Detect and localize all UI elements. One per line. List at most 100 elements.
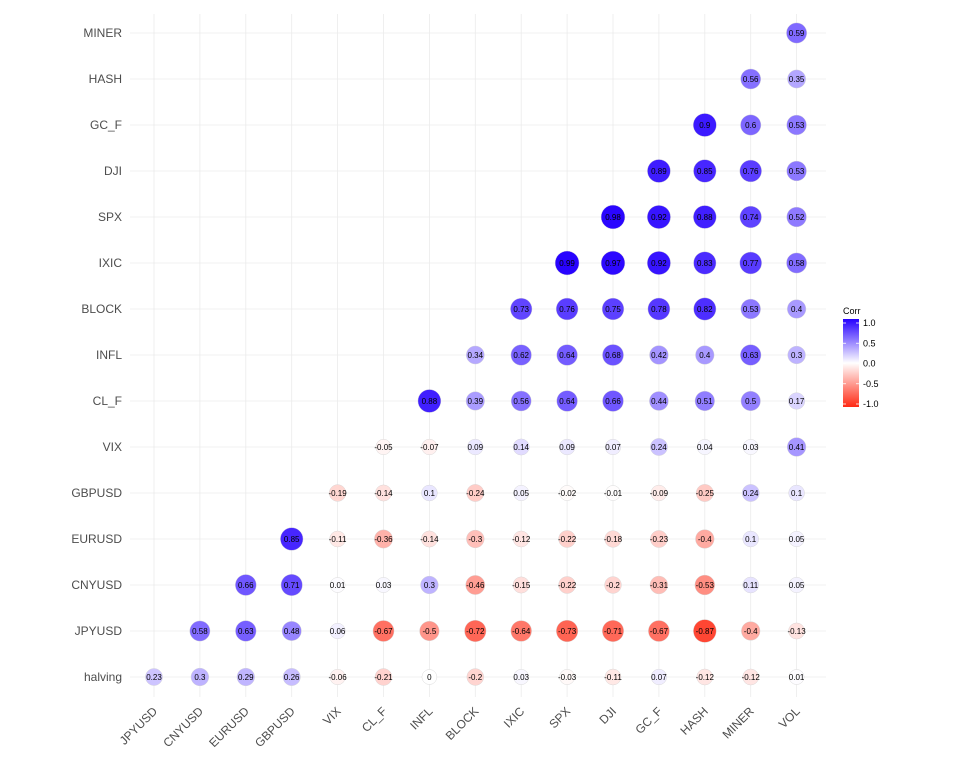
corr-value-label: 0.85: [697, 167, 713, 176]
corr-value-label: -0.03: [558, 673, 577, 682]
corr-value-label: 0: [427, 673, 432, 682]
corr-value-label: -0.12: [696, 673, 715, 682]
corr-value-label: 0.58: [789, 259, 805, 268]
corr-circle: [556, 620, 579, 642]
corr-value-label: -0.07: [420, 443, 439, 452]
corr-circle: [374, 529, 393, 549]
corr-value-label: 0.6: [745, 121, 757, 130]
corr-circle: [559, 485, 575, 501]
corr-value-label: 0.05: [789, 581, 805, 590]
corr-circle: [558, 530, 576, 548]
corr-circle: [605, 485, 621, 501]
corr-circle: [510, 298, 533, 320]
corr-value-label: 0.07: [651, 673, 667, 682]
legend-tick-label: -1.0: [863, 399, 879, 409]
corr-value-label: -0.12: [742, 673, 761, 682]
corr-circle: [786, 252, 807, 274]
y-tick-label: halving: [84, 670, 122, 684]
corr-circle: [742, 530, 759, 548]
corr-value-label: -0.25: [696, 489, 715, 498]
x-tick-label: GBPUSD: [252, 704, 298, 750]
corr-circle: [647, 159, 671, 183]
corr-value-label: -0.15: [512, 581, 531, 590]
y-tick-label: CL_F: [93, 394, 122, 408]
corr-value-label: 0.66: [605, 397, 621, 406]
corr-value-label: 0.1: [745, 535, 757, 544]
corr-value-label: 0.64: [559, 397, 575, 406]
legend-colorbar: [843, 319, 859, 407]
corr-circle: [420, 575, 439, 595]
legend: Corr 1.0 0.5 0.0 -0.5 -1.0: [843, 306, 879, 409]
corr-value-label: 0.59: [789, 29, 805, 38]
corr-circle: [788, 531, 805, 547]
corr-value-label: -0.09: [650, 489, 669, 498]
corr-value-label: 0.06: [330, 627, 346, 636]
corr-value-label: 0.04: [697, 443, 713, 452]
corr-value-label: 0.63: [743, 351, 759, 360]
corr-value-label: -0.24: [466, 489, 485, 498]
corr-circle: [787, 299, 807, 319]
corr-circle: [329, 669, 346, 685]
corr-circle: [650, 668, 667, 686]
corr-value-label: 0.98: [605, 213, 621, 222]
corr-value-label: -0.67: [374, 627, 393, 636]
corr-value-label: 0.56: [743, 75, 759, 84]
y-tick-label: SPX: [98, 210, 122, 224]
corr-value-label: 0.39: [468, 397, 484, 406]
x-tick-label: BLOCK: [443, 704, 482, 743]
corr-circle: [694, 574, 715, 596]
corr-circle: [329, 484, 347, 502]
corr-circle: [329, 623, 346, 639]
legend-title: Corr: [843, 306, 861, 316]
corr-value-label: 0.53: [789, 121, 805, 130]
corr-circle: [787, 69, 806, 89]
corr-value-label: 0.14: [513, 443, 529, 452]
corr-circle: [741, 621, 761, 641]
legend-ticks: 1.0 0.5 0.0 -0.5 -1.0: [843, 318, 879, 409]
corr-value-label: 0.62: [513, 351, 529, 360]
corr-value-label: 0.71: [284, 581, 300, 590]
corr-circle: [513, 485, 530, 501]
corr-value-label: -0.11: [604, 673, 622, 682]
corr-value-label: 0.85: [284, 535, 300, 544]
corr-value-label: 0.5: [745, 397, 757, 406]
x-tick-label: HASH: [677, 704, 710, 737]
y-tick-label: BLOCK: [81, 302, 122, 316]
corr-value-label: -0.87: [696, 627, 715, 636]
corr-circle: [602, 344, 624, 366]
y-tick-label: CNYUSD: [71, 578, 122, 592]
corr-value-label: 0.44: [651, 397, 667, 406]
corr-value-label: 0.74: [743, 213, 759, 222]
corr-value-label: 0.52: [789, 213, 805, 222]
corr-value-label: -0.14: [420, 535, 439, 544]
corr-circle: [555, 297, 579, 321]
corr-circle: [602, 390, 624, 412]
corr-value-label: 0.64: [559, 351, 575, 360]
corr-circle: [742, 668, 759, 686]
corr-value-label: -0.67: [650, 627, 669, 636]
corr-value-label: 0.29: [238, 673, 254, 682]
corr-circle: [375, 439, 392, 455]
corr-value-label: 0.1: [424, 489, 436, 498]
corr-circle: [694, 391, 715, 411]
corr-circle: [375, 484, 392, 502]
corr-value-label: 0.78: [651, 305, 667, 314]
corr-value-label: -0.73: [558, 627, 577, 636]
corr-value-label: -0.13: [787, 627, 806, 636]
corr-value-label: 0.42: [651, 351, 667, 360]
corr-value-label: 0.01: [330, 581, 346, 590]
y-tick-label: MINER: [83, 26, 122, 40]
corr-circle: [145, 668, 163, 686]
corr-value-label: 0.09: [468, 443, 484, 452]
x-tick-label: GC_F: [632, 704, 665, 737]
corr-value-label: 0.73: [513, 305, 529, 314]
corr-circle: [650, 530, 668, 548]
corr-value-label: 0.3: [791, 351, 803, 360]
corr-circle: [693, 113, 717, 137]
corr-circle: [513, 669, 530, 685]
corr-circle: [421, 484, 438, 502]
corr-value-label: -0.06: [328, 673, 347, 682]
legend-tick-label: 0.5: [863, 338, 876, 348]
corr-value-label: 0.68: [605, 351, 621, 360]
corr-circle: [647, 297, 671, 321]
